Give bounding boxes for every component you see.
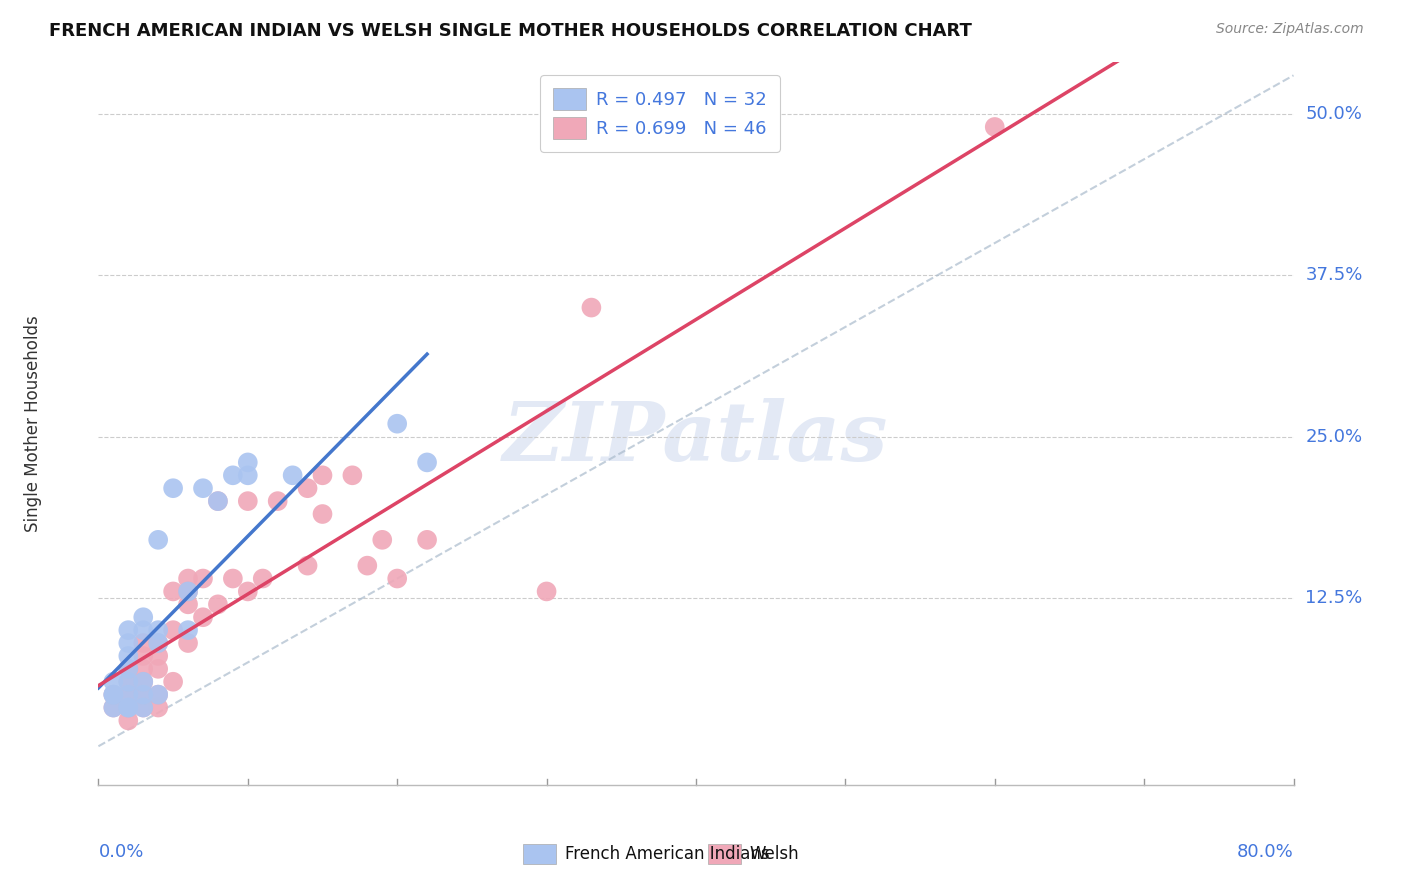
Point [117,688,139,702]
Point [281,468,304,483]
Point [117,636,139,650]
Point [984,120,1007,134]
Point [207,494,229,508]
Point [236,468,259,483]
Point [132,662,155,676]
Point [177,584,200,599]
FancyBboxPatch shape [523,844,557,864]
Point [342,468,364,483]
Point [162,623,184,637]
Point [222,572,245,586]
Text: Single Mother Households: Single Mother Households [24,316,42,532]
Point [132,648,155,663]
Point [252,572,274,586]
Point [297,558,319,573]
Point [148,688,170,702]
Point [177,623,200,637]
Point [581,301,603,315]
Point [162,481,184,495]
Point [103,700,125,714]
Point [148,623,170,637]
Point [311,507,333,521]
Point [356,558,378,573]
Point [103,688,125,702]
Point [117,662,139,676]
Text: FRENCH AMERICAN INDIAN VS WELSH SINGLE MOTHER HOUSEHOLDS CORRELATION CHART: FRENCH AMERICAN INDIAN VS WELSH SINGLE M… [49,22,972,40]
Point [117,700,139,714]
Point [132,700,155,714]
Point [132,674,155,689]
Point [132,610,155,624]
Point [132,700,155,714]
Point [132,688,155,702]
Point [207,494,229,508]
Point [103,674,125,689]
Point [536,584,558,599]
Point [236,494,259,508]
Point [148,533,170,547]
Point [117,623,139,637]
Point [236,455,259,469]
Point [207,598,229,612]
Point [148,662,170,676]
Point [191,572,214,586]
Text: French American Indians: French American Indians [565,846,769,863]
FancyBboxPatch shape [709,844,741,864]
Point [148,648,170,663]
Point [132,636,155,650]
Point [236,584,259,599]
Text: 50.0%: 50.0% [1306,105,1362,123]
Point [385,572,409,586]
Point [162,584,184,599]
Point [103,688,125,702]
Point [117,688,139,702]
Point [267,494,290,508]
Point [148,636,170,650]
Text: 37.5%: 37.5% [1306,267,1362,285]
Point [117,700,139,714]
Point [103,688,125,702]
Point [162,674,184,689]
Text: 12.5%: 12.5% [1306,589,1362,607]
Point [103,700,125,714]
Point [177,584,200,599]
Point [117,674,139,689]
Point [148,700,170,714]
Point [222,468,245,483]
Text: ZIPatlas: ZIPatlas [503,398,889,478]
Point [132,674,155,689]
Point [385,417,409,431]
Point [191,610,214,624]
Point [371,533,394,547]
Point [117,648,139,663]
Point [177,636,200,650]
Point [416,455,439,469]
Point [297,481,319,495]
Point [117,662,139,676]
Point [117,674,139,689]
Point [177,572,200,586]
Point [148,636,170,650]
Point [191,481,214,495]
Point [132,623,155,637]
Point [132,688,155,702]
Point [311,468,333,483]
Text: 80.0%: 80.0% [1237,843,1294,861]
Point [177,598,200,612]
Point [148,688,170,702]
Point [117,700,139,714]
Text: Welsh: Welsh [749,846,800,863]
Point [117,714,139,728]
Point [416,533,439,547]
Text: 25.0%: 25.0% [1306,427,1362,446]
Text: 0.0%: 0.0% [98,843,143,861]
Text: Source: ZipAtlas.com: Source: ZipAtlas.com [1216,22,1364,37]
Legend: R = 0.497   N = 32, R = 0.699   N = 46: R = 0.497 N = 32, R = 0.699 N = 46 [540,75,780,152]
